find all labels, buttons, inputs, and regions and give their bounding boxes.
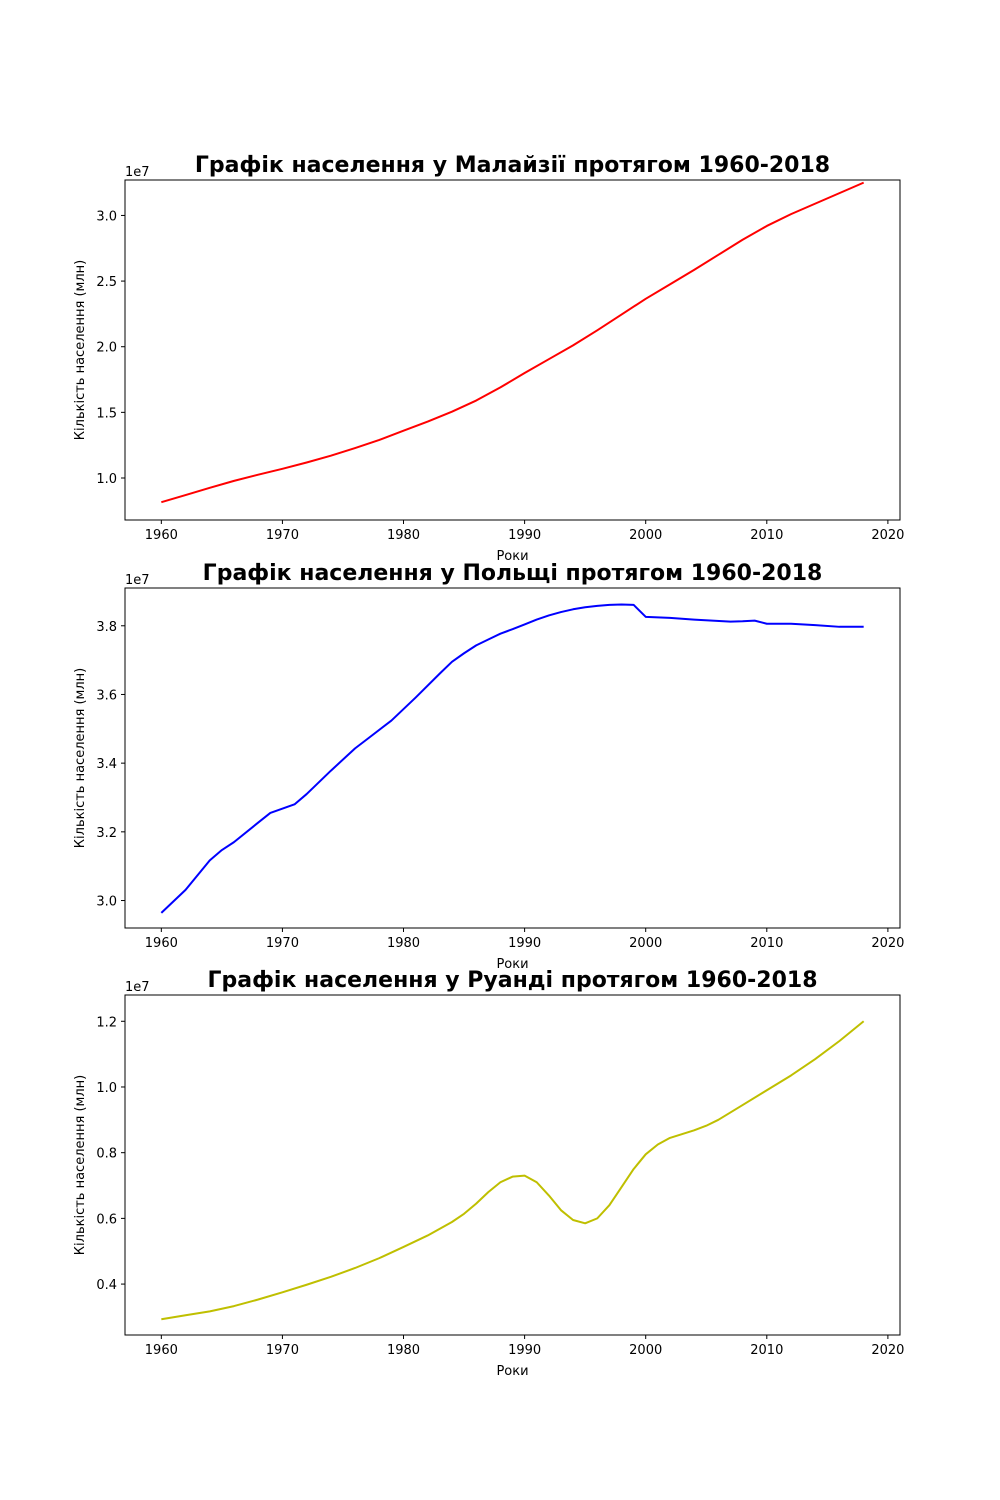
- x-tick-label: 2010: [750, 1343, 783, 1358]
- chart-3: Графік населення у Руанді протягом 1960-…: [73, 968, 904, 1379]
- x-tick-label: 2020: [871, 528, 904, 543]
- y-tick-label: 0.6: [96, 1212, 117, 1227]
- x-tick-label: 1970: [266, 1343, 299, 1358]
- x-tick-label: 2020: [871, 1343, 904, 1358]
- y-axis-label: Кількість населення (млн): [73, 668, 88, 848]
- y-tick-label: 0.8: [96, 1147, 117, 1162]
- x-tick-label: 1980: [387, 1343, 420, 1358]
- series-line: [161, 181, 865, 504]
- x-tick-label: 2010: [750, 528, 783, 543]
- y-tick-label: 2.5: [96, 275, 117, 290]
- x-tick-label: 2010: [750, 936, 783, 951]
- x-tick-label: 2020: [871, 936, 904, 951]
- x-axis-label: Роки: [496, 957, 528, 972]
- y-offset-label: 1e7: [125, 980, 150, 995]
- y-tick-label: 0.4: [96, 1278, 117, 1293]
- series-line: [160, 603, 864, 914]
- y-tick-label: 3.4: [96, 757, 117, 772]
- y-tick-label: 3.2: [96, 826, 117, 841]
- y-axis-label: Кількість населення (млн): [73, 260, 88, 440]
- y-offset-label: 1e7: [125, 573, 150, 588]
- axes-frame: [124, 587, 901, 929]
- x-tick-label: 1960: [145, 1343, 178, 1358]
- y-tick-label: 1.0: [96, 472, 117, 487]
- y-tick-label: 1.2: [96, 1015, 117, 1030]
- x-tick-label: 1990: [508, 528, 541, 543]
- x-tick-label: 1980: [387, 936, 420, 951]
- y-tick-label: 2.0: [96, 341, 117, 356]
- y-axis-label: Кількість населення (млн): [73, 1075, 88, 1255]
- y-tick-label: 3.0: [96, 209, 117, 224]
- x-tick-label: 1970: [266, 936, 299, 951]
- y-offset-label: 1e7: [125, 165, 150, 180]
- chart-1: Графік населення у Малайзії протягом 196…: [73, 153, 904, 564]
- x-axis-label: Роки: [496, 1364, 528, 1379]
- y-tick-label: 1.5: [96, 406, 117, 421]
- chart-title: Графік населення у Руанді протягом 1960-…: [207, 968, 817, 993]
- y-tick-label: 3.8: [96, 620, 117, 635]
- x-tick-label: 2000: [629, 528, 662, 543]
- y-tick-label: 1.0: [96, 1081, 117, 1096]
- axes-frame: [124, 994, 901, 1336]
- y-tick-label: 3.0: [96, 895, 117, 910]
- x-axis-label: Роки: [496, 549, 528, 564]
- x-tick-label: 1960: [145, 528, 178, 543]
- series-line: [161, 1020, 865, 1321]
- x-tick-label: 1990: [508, 936, 541, 951]
- x-tick-label: 2000: [629, 1343, 662, 1358]
- x-tick-label: 2000: [629, 936, 662, 951]
- axes-frame: [124, 179, 901, 521]
- chart-title: Графік населення у Малайзії протягом 196…: [195, 153, 830, 178]
- chart-2: Графік населення у Польщі протягом 1960-…: [73, 561, 904, 972]
- y-tick-label: 3.6: [96, 688, 117, 703]
- x-tick-label: 1980: [387, 528, 420, 543]
- x-tick-label: 1970: [266, 528, 299, 543]
- chart-title: Графік населення у Польщі протягом 1960-…: [203, 561, 823, 586]
- x-tick-label: 1990: [508, 1343, 541, 1358]
- x-tick-label: 1960: [145, 936, 178, 951]
